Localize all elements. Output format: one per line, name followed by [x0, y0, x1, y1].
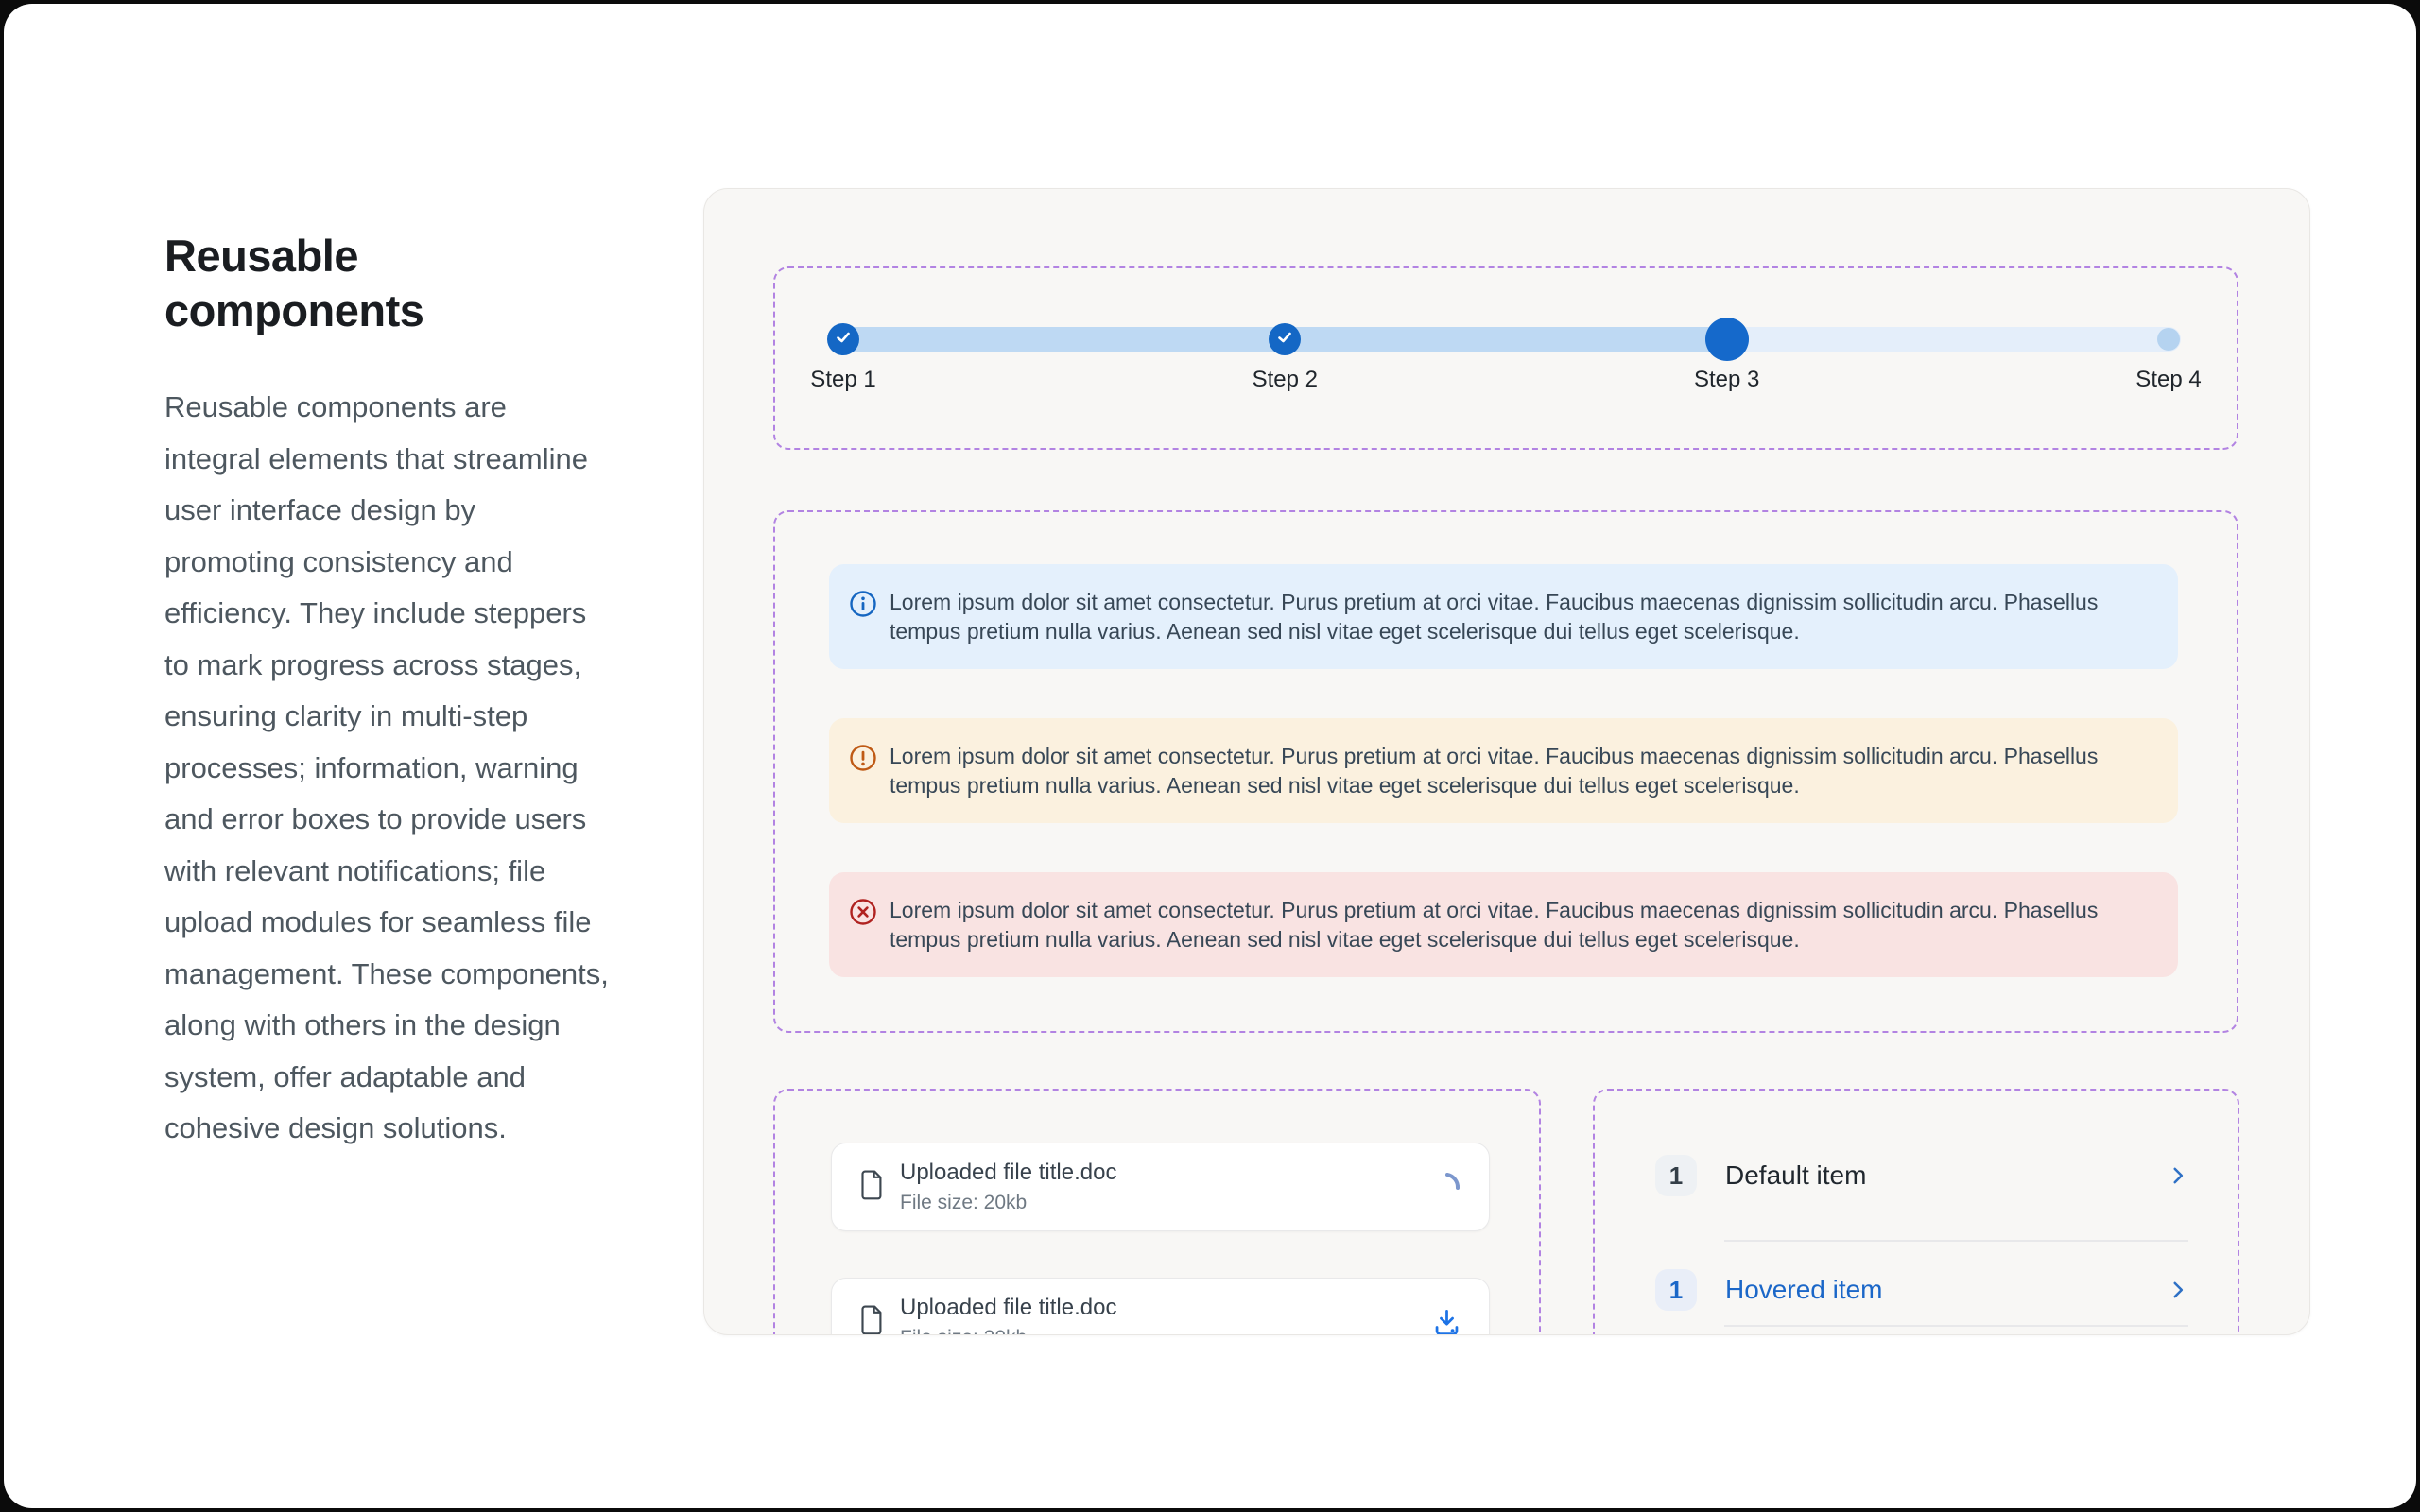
components-panel: Step 1 Step 2 Step 3 Step 4 Lorem ipsum …	[703, 188, 2310, 1335]
file-size: File size: 20kb	[900, 1192, 1028, 1213]
page-title: Reusable components	[164, 231, 424, 335]
step-label: Step 2	[1252, 367, 1319, 392]
spinner-icon	[1428, 1170, 1462, 1204]
uploaded-file-row[interactable]: Uploaded file title.doc File size: 20kb	[831, 1278, 1490, 1334]
chevron-right-icon[interactable]	[2168, 1165, 2188, 1186]
file-size: File size: 20kb	[900, 1327, 1116, 1334]
list-divider	[1724, 1240, 2188, 1242]
intro-section: Reusable components Reusable components …	[164, 229, 609, 1155]
check-icon	[1276, 329, 1293, 351]
file-title: Uploaded file title.doc	[900, 1295, 1117, 1320]
chevron-right-icon[interactable]	[2168, 1280, 2188, 1300]
list-item-default[interactable]: 1 Default item	[1655, 1133, 2188, 1218]
download-icon[interactable]	[1431, 1307, 1462, 1334]
step-label: Step 4	[2135, 367, 2202, 392]
file-upload-component: Uploaded file title.doc File size: 20kb	[773, 1089, 1541, 1334]
warning-alert-message: Lorem ipsum dolor sit amet consectetur. …	[890, 744, 2099, 798]
list-divider	[1724, 1325, 2188, 1327]
error-circle-icon	[849, 898, 877, 931]
info-circle-icon	[849, 590, 877, 623]
step-4-upcoming-dot[interactable]	[2157, 328, 2180, 351]
list-item-label: Hovered item	[1725, 1275, 1883, 1304]
check-icon	[835, 329, 852, 351]
item-number-badge: 1	[1655, 1269, 1697, 1311]
document-icon	[858, 1304, 884, 1334]
page-description: Reusable components are integral element…	[164, 390, 609, 1144]
step-label: Step 1	[810, 367, 876, 392]
list-item-hovered[interactable]: 1 Hovered item	[1655, 1247, 2188, 1332]
uploaded-file-row[interactable]: Uploaded file title.doc File size: 20kb	[831, 1143, 1490, 1231]
warning-alert: Lorem ipsum dolor sit amet consectetur. …	[829, 718, 2178, 823]
warning-circle-icon	[849, 744, 877, 777]
alerts-component: Lorem ipsum dolor sit amet consectetur. …	[773, 510, 2238, 1033]
stepper-track	[827, 318, 2181, 361]
info-alert: Lorem ipsum dolor sit amet consectetur. …	[829, 564, 2178, 669]
file-title: Uploaded file title.doc	[900, 1160, 1117, 1185]
document-icon	[858, 1169, 884, 1205]
error-alert-message: Lorem ipsum dolor sit amet consectetur. …	[890, 898, 2099, 952]
item-number-badge: 1	[1655, 1155, 1697, 1196]
step-label: Step 3	[1693, 367, 1760, 392]
list-item-label: Default item	[1725, 1160, 1867, 1190]
step-3-current-dot[interactable]	[1704, 318, 1749, 361]
info-alert-message: Lorem ipsum dolor sit amet consectetur. …	[890, 590, 2099, 644]
step-2-completed-dot[interactable]	[1269, 323, 1302, 355]
list-component: 1 Default item 1 Hovered item	[1593, 1089, 2239, 1334]
stepper-component: Step 1 Step 2 Step 3 Step 4	[773, 266, 2238, 450]
design-system-page: Reusable components Reusable components …	[4, 4, 2416, 1508]
error-alert: Lorem ipsum dolor sit amet consectetur. …	[829, 872, 2178, 977]
step-1-completed-dot[interactable]	[827, 323, 859, 355]
